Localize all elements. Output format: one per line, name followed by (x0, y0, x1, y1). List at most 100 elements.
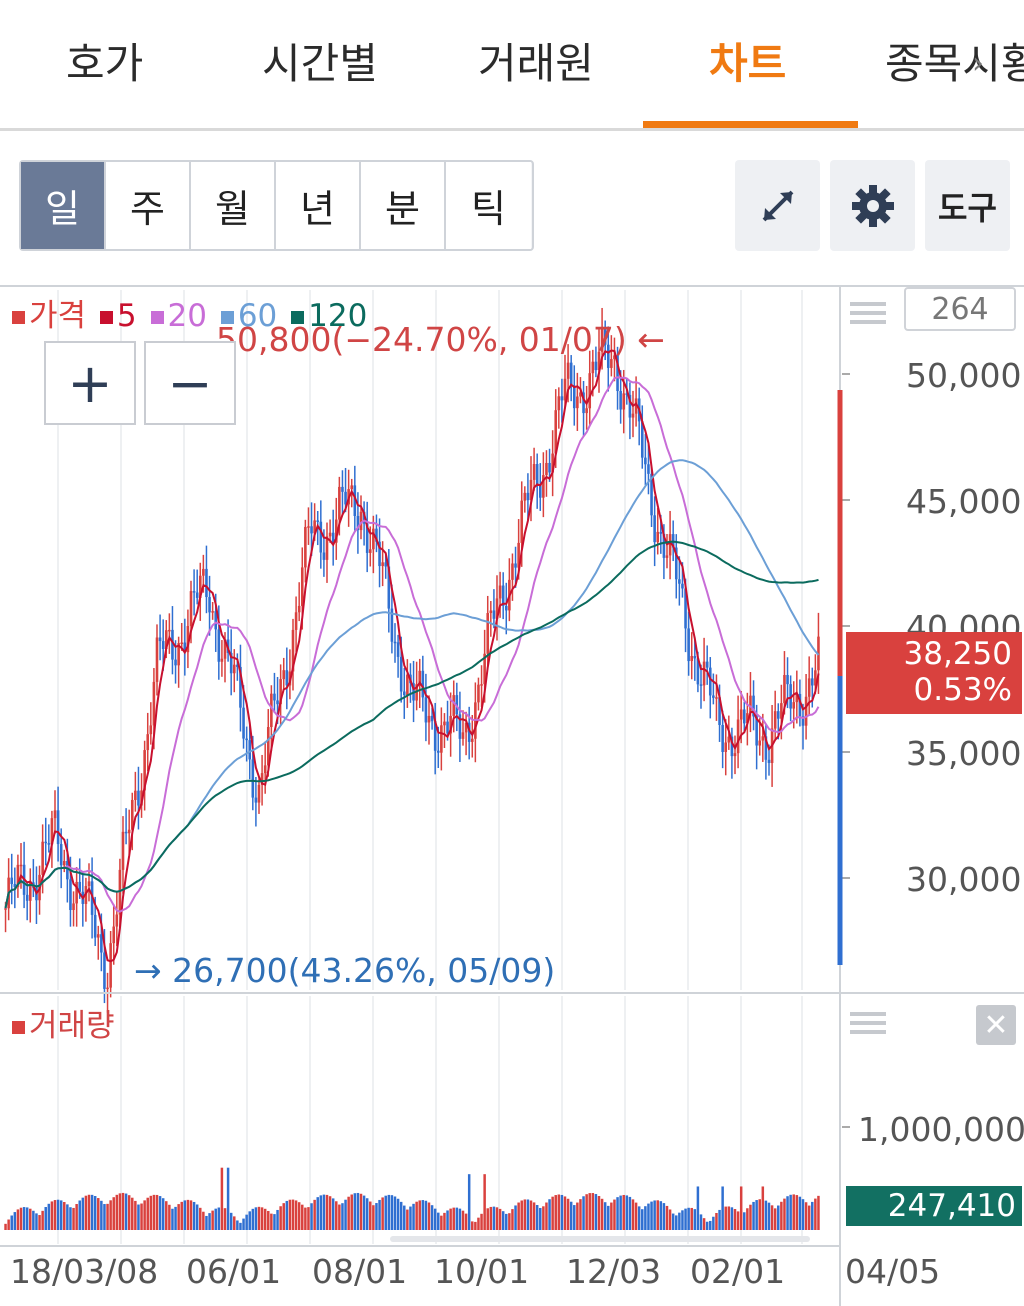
candle-body (316, 520, 320, 522)
candle-body (572, 385, 576, 409)
current-volume-tag: 247,410 (846, 1186, 1022, 1226)
candle-body (103, 952, 106, 989)
y-tick: 45,000 (906, 482, 1022, 521)
volume-bar (662, 1203, 666, 1230)
menu-icon[interactable] (850, 302, 886, 329)
tab-market-news[interactable]: 종목시황 (885, 39, 1024, 88)
period-month-button[interactable]: 월 (191, 162, 276, 249)
candle-body (418, 670, 422, 685)
candle-body (4, 908, 7, 910)
candle-body (396, 642, 400, 657)
volume-bar (427, 1202, 431, 1230)
volume-bar (285, 1200, 289, 1230)
tab-time[interactable]: 시간별 (262, 39, 378, 88)
volume-bar (622, 1194, 625, 1230)
volume-bar (641, 1209, 644, 1230)
settings-button[interactable] (830, 160, 915, 251)
volume-bar (764, 1200, 768, 1230)
chevron-right-icon[interactable]: › (972, 46, 984, 81)
volume-bar (607, 1205, 610, 1230)
volume-bar (746, 1208, 749, 1230)
volume-bar (168, 1204, 171, 1230)
period-tick-button[interactable]: 틱 (446, 162, 531, 249)
candle-body (511, 563, 514, 580)
volume-bar (545, 1202, 548, 1230)
tab-broker[interactable]: 거래원 (478, 39, 594, 88)
period-minute-button[interactable]: 분 (361, 162, 446, 249)
candle-body (41, 841, 44, 875)
volume-bar (761, 1186, 765, 1230)
tab-hoga[interactable]: 호가 (66, 39, 144, 88)
volume-bar (325, 1194, 329, 1230)
volume-bar (566, 1198, 570, 1230)
candle-body (730, 736, 734, 757)
period-week-button[interactable]: 주 (106, 162, 191, 249)
volume-bar (467, 1174, 471, 1230)
candle-body (56, 810, 60, 845)
candle-body (13, 884, 17, 888)
candle-body (406, 674, 409, 695)
volume-bar (41, 1210, 44, 1230)
candle-body (19, 864, 23, 867)
volume-bar (63, 1202, 66, 1230)
volume-bar (653, 1200, 656, 1230)
expand-button[interactable] (735, 160, 820, 251)
candle-body (712, 695, 715, 698)
zoom-in-button[interactable]: + (44, 341, 136, 425)
zoom-out-button[interactable]: − (144, 341, 236, 425)
candle-body (328, 532, 332, 537)
candle-body (773, 711, 777, 729)
volume-bar (307, 1207, 310, 1230)
candle-body (554, 410, 558, 454)
volume-bar (461, 1210, 465, 1230)
volume-menu-icon[interactable] (850, 1012, 886, 1039)
candle-body (464, 722, 468, 733)
volume-bar (551, 1196, 554, 1230)
candle-body (171, 629, 174, 660)
candle-body (628, 394, 632, 418)
candle-body (427, 715, 431, 723)
high-price-annotation: 50,800(−24.70%, 01/07) ← (216, 320, 665, 359)
candle-body (807, 678, 811, 697)
volume-bar (483, 1174, 486, 1230)
candle-body (378, 541, 381, 567)
period-day-button[interactable]: 일 (21, 162, 106, 249)
close-icon[interactable]: ✕ (976, 1005, 1016, 1045)
volume-bar (433, 1208, 437, 1230)
volume-bar (616, 1197, 619, 1230)
candle-body (325, 536, 329, 560)
candle-body (192, 591, 196, 593)
volume-bar (205, 1215, 208, 1230)
candle-body (359, 511, 363, 531)
tab-chart[interactable]: 차트 (709, 39, 787, 88)
volume-bar (319, 1195, 323, 1230)
volume-bar (665, 1205, 669, 1230)
volume-bar (90, 1194, 94, 1230)
candle-body (436, 750, 440, 753)
candle-body (341, 486, 344, 492)
candle-body (724, 742, 728, 752)
volume-bar (535, 1204, 539, 1230)
candle-body (674, 547, 678, 580)
volume-bar (721, 1186, 724, 1230)
candle-body (708, 667, 712, 696)
volume-bar (795, 1195, 799, 1230)
tools-button[interactable]: 도구 (925, 160, 1010, 251)
volume-bar (539, 1207, 542, 1230)
volume-bar (341, 1203, 344, 1230)
candle-body (742, 709, 746, 724)
period-year-button[interactable]: 년 (276, 162, 361, 249)
candle-body (789, 684, 792, 709)
volume-bar (112, 1197, 115, 1230)
volume-bar (709, 1220, 712, 1230)
legend-price: 가격 (12, 298, 88, 334)
candle-body (356, 515, 360, 531)
volume-bar (634, 1202, 638, 1230)
candle-count[interactable]: 264 (904, 287, 1016, 331)
volume-bar (282, 1203, 285, 1230)
volume-bar (81, 1197, 85, 1230)
volume-bar (121, 1192, 125, 1230)
volume-bar (446, 1210, 449, 1230)
candle-body (498, 585, 502, 599)
